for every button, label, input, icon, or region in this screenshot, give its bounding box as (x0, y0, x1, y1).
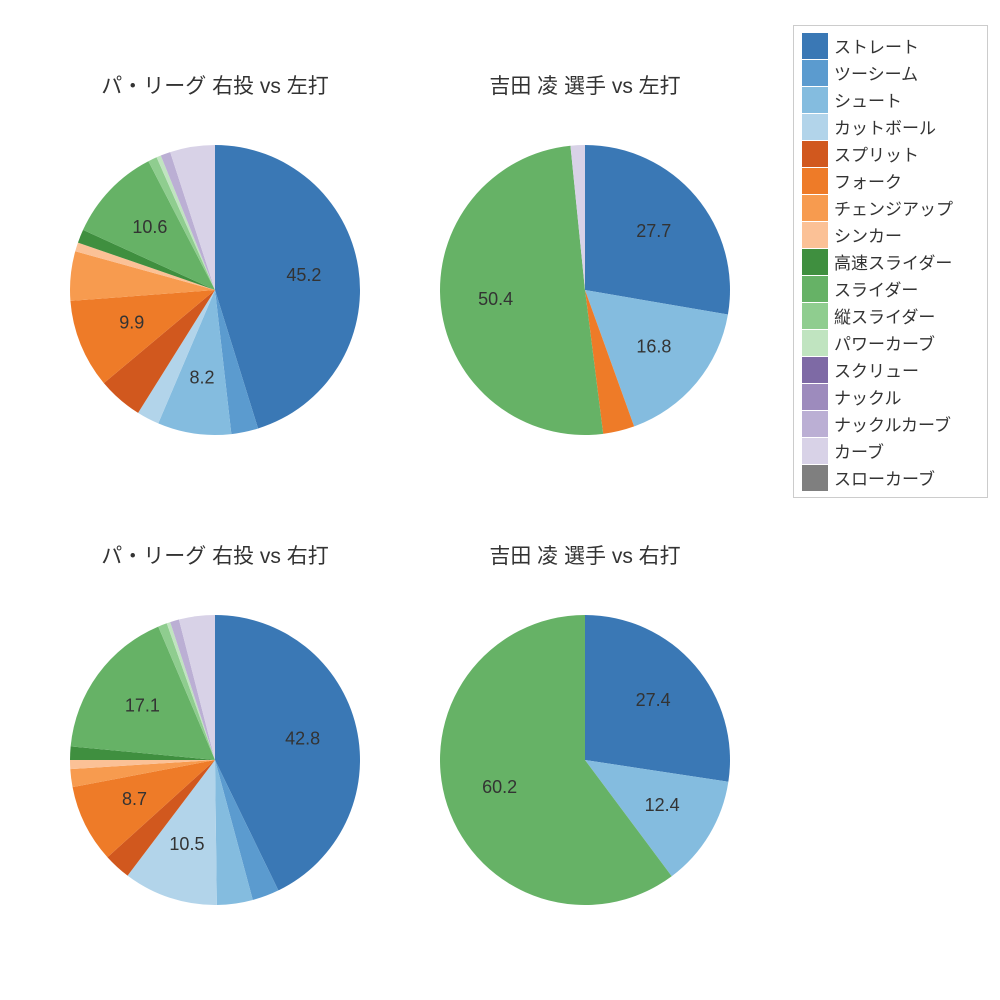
slice-label: 42.8 (285, 729, 320, 749)
legend-label: スライダー (834, 276, 918, 301)
legend-label: スローカーブ (834, 465, 935, 490)
legend: ストレートツーシームシュートカットボールスプリットフォークチェンジアップシンカー… (793, 25, 988, 498)
legend-swatch (802, 465, 828, 491)
legend-item: スプリット (802, 140, 979, 167)
pie-chart: 42.8 10.5 8.7 17.1 (70, 615, 360, 905)
legend-swatch (802, 303, 828, 329)
legend-item: シュート (802, 86, 979, 113)
pie-chart: 27.7 16.8 50.4 (440, 145, 730, 435)
slice-label: 12.4 (645, 795, 680, 815)
slice-label: 27.7 (636, 221, 671, 241)
chart-title: パ・リーグ 右投 vs 左打 (30, 70, 400, 100)
legend-label: フォーク (834, 168, 902, 193)
legend-item: ツーシーム (802, 59, 979, 86)
legend-item: ナックルカーブ (802, 410, 979, 437)
legend-item: カットボール (802, 113, 979, 140)
legend-swatch (802, 330, 828, 356)
slice-label: 60.2 (482, 777, 517, 797)
legend-item: スクリュー (802, 356, 979, 383)
slice-label: 8.7 (122, 789, 147, 809)
legend-swatch (802, 357, 828, 383)
legend-swatch (802, 276, 828, 302)
legend-label: シンカー (834, 222, 902, 247)
legend-label: シュート (834, 87, 902, 112)
legend-label: 高速スライダー (834, 249, 952, 274)
legend-swatch (802, 60, 828, 86)
legend-label: チェンジアップ (834, 195, 953, 220)
subplot-bottom-right: 吉田 凌 選手 vs 右打 27.4 12.4 60.2 (400, 500, 770, 970)
legend-item: シンカー (802, 221, 979, 248)
legend-swatch (802, 33, 828, 59)
legend-item: カーブ (802, 437, 979, 464)
chart-title: 吉田 凌 選手 vs 右打 (400, 540, 770, 570)
legend-item: フォーク (802, 167, 979, 194)
legend-label: ストレート (834, 33, 919, 58)
chart-grid: パ・リーグ 右投 vs 左打 45.2 8.2 9.9 10.6 吉田 凌 選手 vs… (30, 30, 770, 970)
legend-swatch (802, 168, 828, 194)
legend-label: 縦スライダー (834, 303, 935, 328)
legend-item: スローカーブ (802, 464, 979, 491)
legend-swatch (802, 195, 828, 221)
legend-swatch (802, 411, 828, 437)
legend-swatch (802, 87, 828, 113)
legend-label: ツーシーム (834, 60, 918, 85)
slice-label: 8.2 (190, 368, 215, 388)
legend-item: チェンジアップ (802, 194, 979, 221)
legend-item: ナックル (802, 383, 979, 410)
pie-chart: 27.4 12.4 60.2 (440, 615, 730, 905)
subplot-top-right: 吉田 凌 選手 vs 左打 27.7 16.8 50.4 (400, 30, 770, 500)
slice-label: 27.4 (636, 690, 671, 710)
slice-label: 10.5 (169, 834, 204, 854)
figure: パ・リーグ 右投 vs 左打 45.2 8.2 9.9 10.6 吉田 凌 選手 vs… (0, 0, 1000, 1000)
legend-item: ストレート (802, 32, 979, 59)
legend-label: カットボール (834, 114, 936, 139)
slice-label: 17.1 (125, 696, 160, 716)
chart-title: 吉田 凌 選手 vs 左打 (400, 70, 770, 100)
pie-chart: 45.2 8.2 9.9 10.6 (70, 145, 360, 435)
legend-label: ナックル (834, 384, 902, 409)
slice-label: 45.2 (286, 265, 321, 285)
legend-swatch (802, 114, 828, 140)
legend-item: スライダー (802, 275, 979, 302)
legend-label: パワーカーブ (834, 330, 935, 355)
legend-swatch (802, 438, 828, 464)
legend-swatch (802, 141, 828, 167)
legend-swatch (802, 384, 828, 410)
legend-label: ナックルカーブ (834, 411, 951, 436)
legend-swatch (802, 249, 828, 275)
slice-label: 50.4 (478, 289, 513, 309)
legend-label: スクリュー (834, 357, 919, 382)
legend-swatch (802, 222, 828, 248)
slice-label: 9.9 (119, 313, 144, 333)
chart-title: パ・リーグ 右投 vs 右打 (30, 540, 400, 570)
subplot-top-left: パ・リーグ 右投 vs 左打 45.2 8.2 9.9 10.6 (30, 30, 400, 500)
legend-item: パワーカーブ (802, 329, 979, 356)
legend-label: カーブ (834, 438, 884, 463)
legend-label: スプリット (834, 141, 919, 166)
slice-label: 16.8 (636, 336, 671, 356)
legend-item: 縦スライダー (802, 302, 979, 329)
slice-label: 10.6 (132, 217, 167, 237)
legend-item: 高速スライダー (802, 248, 979, 275)
subplot-bottom-left: パ・リーグ 右投 vs 右打 42.8 10.5 8.7 17.1 (30, 500, 400, 970)
